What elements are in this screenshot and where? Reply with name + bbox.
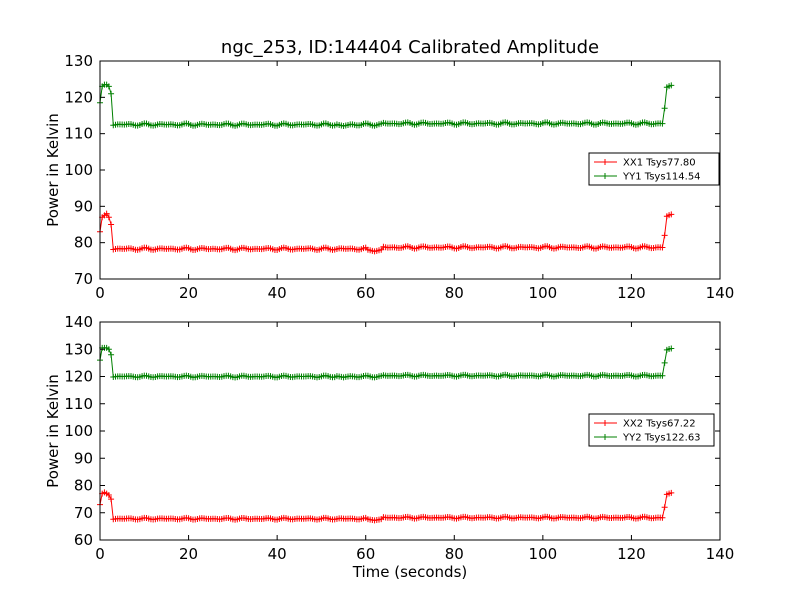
data-point	[105, 214, 112, 221]
y-axis-label: Power in Kelvin	[44, 113, 62, 227]
legend-entry: XX1 Tsys77.80	[623, 158, 696, 169]
legend-entry: YY1 Tsys114.54	[622, 172, 701, 183]
y-tick-label: 90	[74, 197, 93, 215]
legend-box	[588, 152, 720, 186]
x-tick-label: 120	[617, 545, 646, 563]
data-point	[108, 351, 115, 358]
y-tick-label: 110	[64, 395, 93, 413]
series-xx2	[97, 489, 675, 524]
x-tick-label: 100	[529, 545, 558, 563]
data-point	[105, 346, 112, 353]
data-point	[108, 496, 115, 503]
top-subplot: 0 20 40 60 80 100 120 140 70 80 90 100 110 120 130 Powe…	[44, 52, 734, 302]
data-point	[659, 244, 666, 251]
series-yy1	[97, 81, 675, 130]
data-point	[661, 504, 668, 511]
y-tick-label: 100	[64, 161, 93, 179]
y-tick-label: 60	[74, 531, 93, 549]
series-yy2	[97, 344, 675, 381]
data-point	[668, 345, 675, 352]
bottom-subplot: 0 20 40 60 80 100 120 140 60 70 80 90 100 110 120 130 14…	[44, 313, 734, 581]
data-point	[668, 82, 675, 89]
y-tick-label: 100	[64, 422, 93, 440]
x-tick-label: 0	[95, 284, 105, 302]
legend-marker	[602, 434, 608, 440]
y-tick-label: 90	[74, 449, 93, 467]
data-point	[661, 105, 668, 112]
data-point	[659, 372, 666, 379]
x-tick-label: 140	[706, 545, 735, 563]
legend-marker	[602, 420, 608, 426]
y-tick-label: 80	[74, 234, 93, 252]
legend: XX1 Tsys77.80 YY1 Tsys114.54	[588, 152, 720, 186]
x-tick-label: 80	[445, 284, 464, 302]
x-tick-label: 40	[268, 284, 287, 302]
data-point	[668, 211, 675, 218]
series-xx1	[97, 210, 675, 255]
y-tick-label: 120	[64, 88, 93, 106]
y-axis-label: Power in Kelvin	[44, 374, 62, 488]
data-point	[661, 232, 668, 239]
data-point	[659, 120, 666, 127]
x-tick-label: 60	[356, 284, 375, 302]
x-tick-label: 120	[617, 284, 646, 302]
data-point	[105, 83, 112, 90]
x-tick-label: 20	[179, 545, 198, 563]
x-tick-label: 140	[706, 284, 735, 302]
y-tick-label: 110	[64, 125, 93, 143]
legend-marker	[602, 173, 608, 179]
data-point	[108, 221, 115, 228]
x-tick-label: 60	[356, 545, 375, 563]
chart-title: ngc_253, ID:144404 Calibrated Amplitude	[221, 37, 599, 58]
y-tick-label: 120	[64, 368, 93, 386]
data-point	[661, 359, 668, 366]
y-tick-label: 130	[64, 340, 93, 358]
y-tick-label: 70	[74, 270, 93, 288]
x-tick-label: 40	[268, 545, 287, 563]
data-point	[378, 246, 385, 253]
y-tick-label: 80	[74, 477, 93, 495]
data-point	[105, 492, 112, 499]
data-point	[103, 210, 110, 217]
data-point	[659, 514, 666, 521]
x-axis-label: Time (seconds)	[352, 563, 468, 581]
legend-entry: XX2 Tsys67.22	[623, 419, 696, 430]
x-tick-label: 0	[95, 545, 105, 563]
y-tick-label: 70	[74, 504, 93, 522]
legend: XX2 Tsys67.22 YY2 Tsys122.63	[588, 413, 715, 447]
x-tick-label: 80	[445, 545, 464, 563]
x-tick-label: 20	[179, 284, 198, 302]
data-point	[668, 489, 675, 496]
y-tick-label: 140	[64, 313, 93, 331]
data-point	[108, 90, 115, 97]
x-tick-label: 100	[529, 284, 558, 302]
legend-entry: YY2 Tsys122.63	[622, 433, 701, 444]
y-tick-label: 130	[64, 52, 93, 70]
legend-marker	[602, 159, 608, 165]
legend-box	[588, 413, 715, 447]
